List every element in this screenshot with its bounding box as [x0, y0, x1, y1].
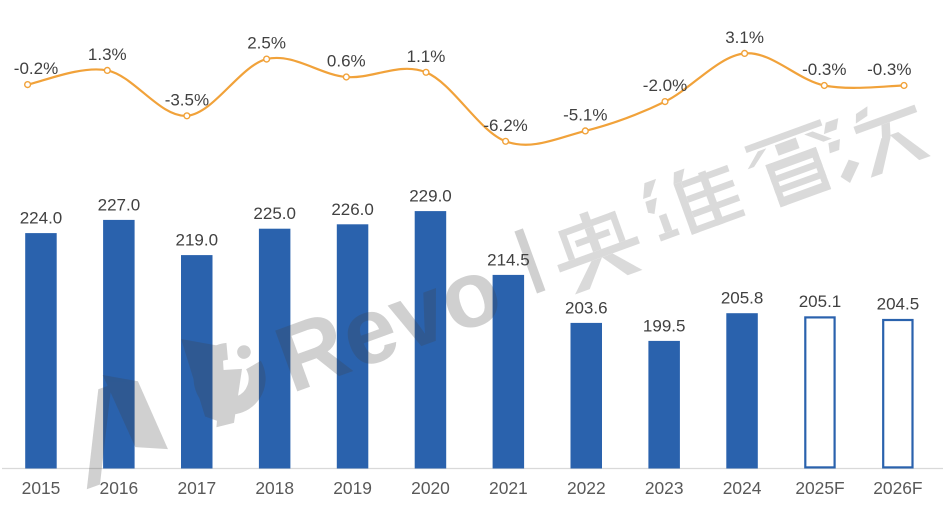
svg-text:224.0: 224.0 [20, 209, 63, 228]
svg-text:1.1%: 1.1% [407, 47, 446, 66]
svg-text:214.5: 214.5 [487, 250, 530, 269]
svg-text:2022: 2022 [567, 478, 606, 498]
svg-text:2026F: 2026F [873, 478, 922, 498]
svg-text:-5.1%: -5.1% [563, 106, 607, 125]
svg-text:Revo: Revo [262, 235, 514, 412]
svg-text:2016: 2016 [100, 478, 139, 498]
svg-text:-0.3%: -0.3% [867, 60, 911, 79]
svg-text:0.6%: 0.6% [327, 52, 366, 71]
svg-text:-0.3%: -0.3% [802, 60, 846, 79]
svg-text:2017: 2017 [177, 478, 216, 498]
svg-text:225.0: 225.0 [253, 204, 296, 223]
svg-text:199.5: 199.5 [643, 316, 686, 335]
svg-text:203.6: 203.6 [565, 298, 608, 317]
svg-text:3.1%: 3.1% [725, 28, 764, 47]
svg-text:205.8: 205.8 [721, 289, 764, 308]
svg-text:227.0: 227.0 [98, 195, 141, 214]
svg-text:2023: 2023 [645, 478, 684, 498]
svg-text:1.3%: 1.3% [88, 45, 127, 64]
svg-text:2.5%: 2.5% [247, 34, 286, 53]
svg-text:-0.2%: -0.2% [14, 59, 58, 78]
svg-text:2024: 2024 [723, 478, 762, 498]
svg-text:205.1: 205.1 [799, 292, 842, 311]
svg-text:2018: 2018 [255, 478, 294, 498]
svg-text:219.0: 219.0 [176, 231, 219, 250]
svg-text:-2.0%: -2.0% [643, 76, 687, 95]
svg-text:229.0: 229.0 [409, 187, 452, 206]
svg-text:226.0: 226.0 [331, 200, 374, 219]
svg-text:2015: 2015 [22, 478, 61, 498]
svg-text:204.5: 204.5 [877, 294, 920, 313]
svg-text:-6.2%: -6.2% [483, 116, 527, 135]
svg-text:2021: 2021 [489, 478, 528, 498]
svg-text:-3.5%: -3.5% [165, 90, 209, 109]
svg-text:2025F: 2025F [795, 478, 844, 498]
svg-text:2019: 2019 [333, 478, 372, 498]
svg-text:2020: 2020 [411, 478, 450, 498]
